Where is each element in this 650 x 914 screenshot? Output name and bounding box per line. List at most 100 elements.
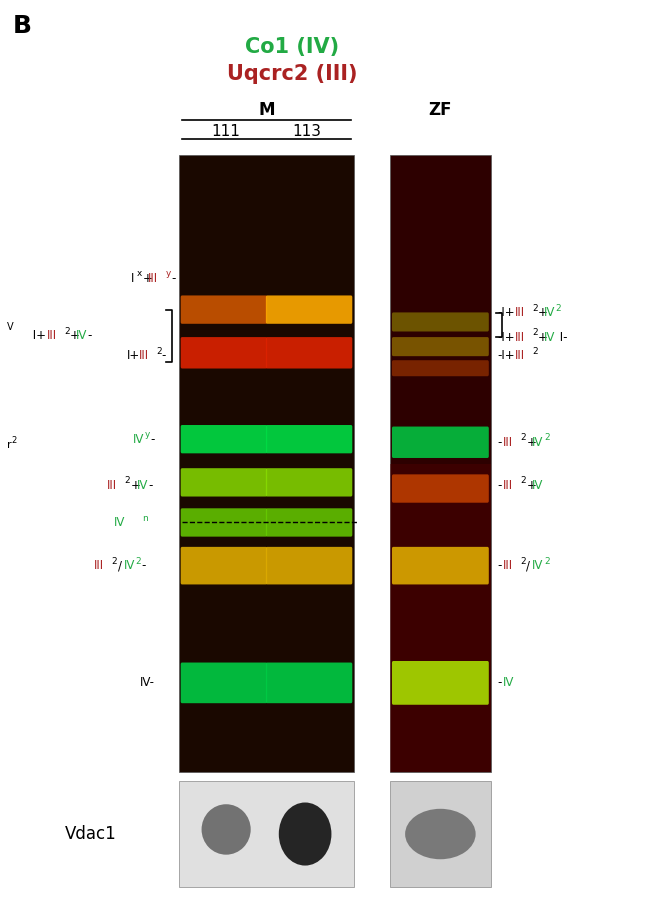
Text: 2: 2 <box>135 557 141 566</box>
Text: V: V <box>6 322 13 332</box>
Text: -I+: -I+ <box>497 349 515 362</box>
FancyBboxPatch shape <box>266 547 352 584</box>
FancyBboxPatch shape <box>179 155 354 772</box>
Text: 2: 2 <box>521 476 526 485</box>
Text: IV: IV <box>532 479 543 492</box>
Text: +: + <box>526 436 536 449</box>
Text: 2: 2 <box>125 476 131 485</box>
Text: IV: IV <box>544 306 556 319</box>
Text: n: n <box>142 515 148 524</box>
Text: Vdac1: Vdac1 <box>65 825 117 843</box>
FancyBboxPatch shape <box>392 661 489 705</box>
Text: +: + <box>538 306 548 319</box>
Text: +: + <box>538 331 548 344</box>
Text: IV: IV <box>133 432 144 446</box>
Text: +: + <box>70 329 80 343</box>
Text: III: III <box>503 559 514 572</box>
FancyBboxPatch shape <box>392 474 489 503</box>
Text: r: r <box>6 441 11 451</box>
FancyBboxPatch shape <box>181 663 267 703</box>
Text: 2: 2 <box>64 327 70 335</box>
Text: -I+: -I+ <box>497 306 515 319</box>
Text: Uqcrc2 (III): Uqcrc2 (III) <box>227 64 358 84</box>
FancyBboxPatch shape <box>181 295 267 324</box>
Text: 2: 2 <box>556 303 562 313</box>
Text: 2: 2 <box>521 557 526 566</box>
Text: III: III <box>138 349 149 362</box>
Text: III: III <box>515 306 525 319</box>
Text: -I+: -I+ <box>497 331 515 344</box>
Text: -: - <box>497 676 502 689</box>
FancyBboxPatch shape <box>266 508 352 537</box>
Text: -: - <box>151 432 155 446</box>
Text: I+: I+ <box>29 329 46 343</box>
Text: y: y <box>166 269 171 278</box>
Text: x: x <box>136 269 142 278</box>
Text: +: + <box>142 272 152 285</box>
Text: Co1 (IV): Co1 (IV) <box>246 37 339 57</box>
FancyBboxPatch shape <box>181 508 267 537</box>
Text: I-: I- <box>556 331 567 344</box>
FancyBboxPatch shape <box>179 781 354 887</box>
Text: ZF: ZF <box>428 101 452 119</box>
FancyBboxPatch shape <box>266 425 352 453</box>
Text: M: M <box>258 101 275 119</box>
FancyBboxPatch shape <box>181 547 267 584</box>
Text: IV-: IV- <box>140 676 155 689</box>
Ellipse shape <box>202 804 251 855</box>
Text: /: / <box>526 559 530 572</box>
Text: I: I <box>131 272 134 285</box>
FancyBboxPatch shape <box>390 781 491 887</box>
Text: B: B <box>13 14 32 37</box>
FancyBboxPatch shape <box>392 313 489 332</box>
Text: IV: IV <box>544 331 556 344</box>
FancyBboxPatch shape <box>266 337 352 368</box>
Text: y: y <box>145 430 150 439</box>
FancyBboxPatch shape <box>392 337 489 356</box>
Text: 2: 2 <box>532 328 538 337</box>
FancyBboxPatch shape <box>266 663 352 703</box>
Text: III: III <box>515 349 525 362</box>
Text: 2: 2 <box>521 433 526 442</box>
Text: -: - <box>497 436 502 449</box>
Ellipse shape <box>279 802 332 866</box>
Text: 111: 111 <box>212 124 240 139</box>
Text: III: III <box>503 479 514 492</box>
FancyBboxPatch shape <box>181 468 267 496</box>
Text: III: III <box>47 329 57 343</box>
Text: +: + <box>526 479 536 492</box>
FancyBboxPatch shape <box>181 425 267 453</box>
Text: 113: 113 <box>292 124 321 139</box>
Text: +: + <box>131 479 140 492</box>
Text: 2: 2 <box>532 346 538 356</box>
Text: -: - <box>497 559 502 572</box>
Text: III: III <box>503 436 514 449</box>
Text: 2: 2 <box>544 433 550 442</box>
Text: III: III <box>148 272 159 285</box>
Text: I+: I+ <box>127 349 140 362</box>
Text: 2: 2 <box>112 557 118 566</box>
Text: IV: IV <box>136 479 148 492</box>
FancyBboxPatch shape <box>390 464 491 772</box>
Text: -: - <box>172 272 176 285</box>
Text: IV: IV <box>124 559 135 572</box>
Text: IV: IV <box>503 676 515 689</box>
FancyBboxPatch shape <box>392 360 489 377</box>
Text: 2: 2 <box>156 346 162 356</box>
Text: 2: 2 <box>12 436 17 445</box>
Text: IV: IV <box>532 436 543 449</box>
Text: III: III <box>94 559 105 572</box>
Ellipse shape <box>405 809 476 859</box>
Text: 2: 2 <box>532 303 538 313</box>
FancyBboxPatch shape <box>390 155 491 772</box>
Text: IV: IV <box>114 516 125 529</box>
Text: -: - <box>162 349 166 362</box>
Text: IV: IV <box>76 329 87 343</box>
Text: -: - <box>148 479 153 492</box>
FancyBboxPatch shape <box>392 427 489 458</box>
Text: III: III <box>515 331 525 344</box>
FancyBboxPatch shape <box>181 337 267 368</box>
Text: -: - <box>88 329 92 343</box>
FancyBboxPatch shape <box>266 295 352 324</box>
Text: IV: IV <box>532 559 543 572</box>
